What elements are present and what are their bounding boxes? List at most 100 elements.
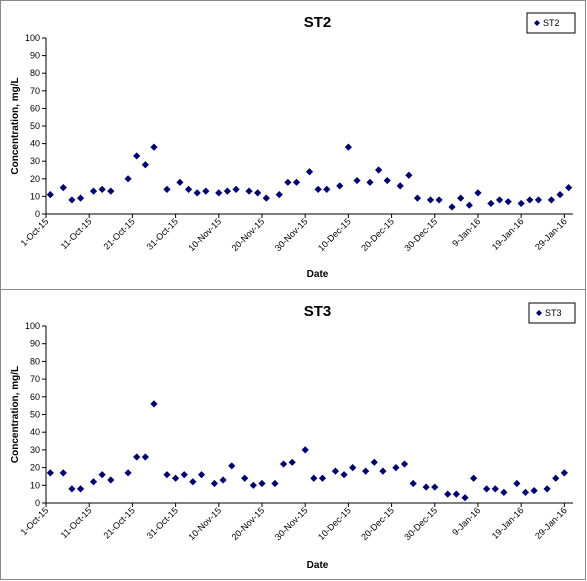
- st2-data-point: [366, 178, 374, 186]
- st2-data-point: [284, 178, 292, 186]
- st3-data-point: [180, 471, 188, 479]
- y-tick-label: 40: [30, 427, 40, 437]
- st3-data-point: [310, 474, 318, 482]
- y-tick-label: 80: [30, 68, 40, 78]
- y-tick-label: 50: [30, 121, 40, 131]
- legend-label: ST3: [545, 308, 562, 318]
- x-tick-label: 29-Jan-16: [533, 505, 569, 541]
- st2-data-point: [526, 196, 534, 204]
- st2-data-point: [202, 187, 210, 195]
- y-tick-label: 0: [35, 209, 40, 219]
- st3-data-point: [530, 487, 538, 495]
- st3-data-point: [491, 485, 499, 493]
- st2-data-point: [232, 185, 240, 193]
- st2-data-point: [457, 194, 465, 202]
- x-tick-label: 20-Dec-15: [359, 216, 396, 253]
- st2-data-point: [150, 143, 158, 151]
- st3-data-point: [452, 490, 460, 498]
- st2-data-point: [275, 191, 283, 199]
- st3-data-point: [241, 474, 249, 482]
- legend-box: [528, 302, 576, 324]
- st2-data-point: [495, 196, 504, 204]
- x-tick-label: 11-Oct-15: [59, 216, 94, 251]
- x-tick-label: 21-Oct-15: [101, 216, 136, 251]
- st3-data-point: [461, 494, 469, 502]
- st3-data-point: [349, 464, 357, 472]
- st3-data-point: [521, 488, 530, 496]
- st3-data-point: [331, 467, 340, 475]
- st2-data-point: [98, 185, 106, 193]
- st3-data-point: [370, 458, 378, 466]
- st3-data-point: [318, 474, 327, 482]
- x-tick-label: 10-Nov-15: [186, 216, 223, 253]
- legend-box: [526, 12, 576, 34]
- x-tick-label: 19-Jan-16: [490, 505, 526, 541]
- st3-data-point: [189, 478, 197, 486]
- st2-data-point: [565, 184, 573, 192]
- st2-data-point: [76, 194, 85, 202]
- st2-data-point: [504, 198, 512, 206]
- y-tick-label: 80: [30, 356, 40, 366]
- st3-data-point: [46, 469, 54, 477]
- st3-data-point: [258, 479, 266, 488]
- st2-data-point: [46, 191, 54, 199]
- st2-data-point: [448, 203, 456, 211]
- st2-data-point: [193, 189, 201, 197]
- chart-panel-st3: ST3 0 10 20 30 40 50 60 70 80 90 100 1-Oct-15 11-Oct-…: [0, 289, 586, 580]
- st3-data-point: [543, 485, 551, 493]
- st2-data-point: [215, 189, 223, 197]
- st3-data-point: [483, 485, 491, 493]
- st3-data-point: [210, 479, 219, 488]
- y-tick-label: 90: [30, 339, 40, 349]
- y-axis-label: Concentration, mg/L: [10, 77, 21, 174]
- x-tick-label: 1-Oct-15: [19, 216, 51, 248]
- st2-data-point: [344, 143, 352, 151]
- st2-data-point: [435, 196, 443, 204]
- st3-data-point: [98, 471, 106, 479]
- x-axis-label: Date: [307, 269, 329, 280]
- y-tick-label: 60: [30, 103, 40, 113]
- st2-data-point: [474, 189, 482, 197]
- st3-data-point: [500, 488, 508, 496]
- x-tick-label: 21-Oct-15: [101, 505, 136, 540]
- x-tick-label: 20-Nov-15: [230, 505, 267, 542]
- y-tick-label: 40: [30, 139, 40, 149]
- x-tick-label: 9-Jan-16: [450, 216, 482, 248]
- st2-data-point: [413, 194, 422, 202]
- st3-data-point: [107, 476, 115, 484]
- st2-data-point: [487, 199, 495, 208]
- st3-data-point: [171, 474, 180, 482]
- st2-data-point: [534, 196, 543, 204]
- st3-data-point: [279, 460, 288, 468]
- y-tick-label: 100: [25, 321, 40, 331]
- x-tick-label: 29-Jan-16: [533, 216, 569, 252]
- x-tick-label: 31-Oct-15: [145, 505, 180, 540]
- x-tick-label: 9-Jan-16: [450, 505, 482, 537]
- st2-data-point: [547, 196, 556, 204]
- st3-data-point: [163, 471, 171, 479]
- x-tick-label: 30-Nov-15: [273, 505, 310, 542]
- st3-data-point: [422, 483, 430, 491]
- x-tick-label: 10-Dec-15: [316, 505, 353, 542]
- st3-data-point: [288, 458, 296, 466]
- st2-data-point: [405, 171, 413, 179]
- chart-st3: ST3 0 10 20 30 40 50 60 70 80 90 100 1-Oct-15 11-Oct-…: [10, 302, 576, 571]
- chart-st2: ST2 0 10 20 30 40 50 60 70 80 90 100 1-Oct-15 11-Oct-…: [10, 12, 576, 280]
- y-axis-label: Concentration, mg/L: [10, 366, 21, 463]
- st2-data-point: [176, 178, 184, 186]
- chart-title: ST3: [304, 303, 332, 320]
- st3-data-point: [409, 479, 417, 488]
- y-tick-label: 70: [30, 374, 40, 384]
- st2-data-point: [465, 201, 473, 209]
- legend-marker: [536, 310, 542, 316]
- st3-data-point: [301, 446, 309, 454]
- y-tick-label: 70: [30, 86, 40, 96]
- legend-marker: [534, 20, 540, 26]
- st2-data-point: [323, 185, 331, 193]
- y-tick-label: 20: [30, 174, 40, 184]
- st2-data-point: [426, 196, 435, 204]
- st2-data-point: [517, 199, 525, 208]
- st2-data-point: [163, 185, 171, 193]
- st3-data-point: [470, 474, 478, 482]
- st3-data-point: [249, 481, 257, 489]
